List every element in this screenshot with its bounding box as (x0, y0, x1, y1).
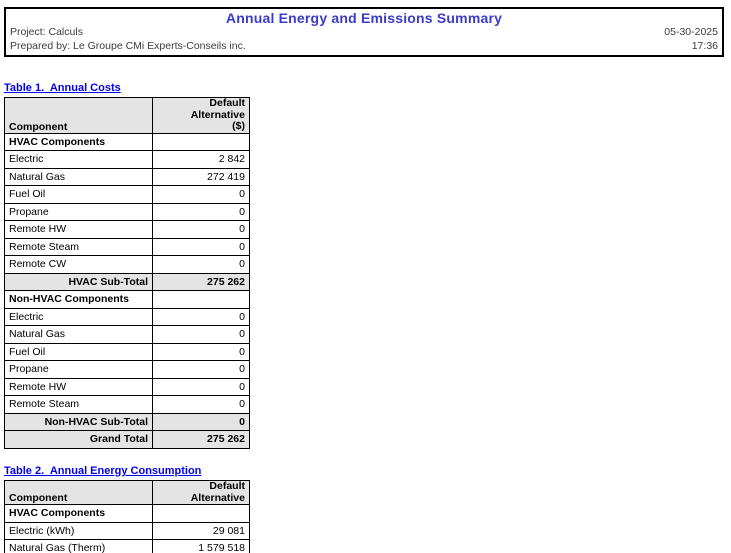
component-cell: Propane (4, 360, 153, 379)
value-cell: 0 (152, 307, 250, 326)
component-cell: Natural Gas (4, 325, 153, 344)
component-cell: Remote Steam (4, 237, 153, 256)
component-cell: Remote HW (4, 220, 153, 239)
component-cell: Fuel Oil (4, 185, 153, 204)
table-row: Electric 2 842 (4, 150, 250, 169)
table-row: Remote CW 0 (4, 255, 250, 274)
table-row: Fuel Oil 0 (4, 342, 250, 361)
table-row: Propane 0 (4, 360, 250, 379)
value-cell: 0 (152, 255, 250, 274)
table-row: Electric (kWh) 29 081 (4, 521, 250, 540)
report-header-box: Annual Energy and Emissions Summary Proj… (4, 7, 724, 57)
value-cell: 275 262 (152, 272, 250, 291)
component-cell: Natural Gas (4, 167, 153, 186)
component-cell: Electric (kWh) (4, 521, 153, 540)
component-cell: Electric (4, 150, 153, 169)
table-row: Remote HW 0 (4, 220, 250, 239)
component-cell: Remote HW (4, 377, 153, 396)
component-cell: HVAC Components (4, 132, 153, 151)
value-header-line: Alternative (190, 108, 245, 121)
component-cell: Non-HVAC Sub-Total (4, 412, 153, 431)
table2-annual-energy-consumption: Component Default Alternative HVAC Compo… (4, 480, 250, 553)
table-row: Remote Steam 0 (4, 237, 250, 256)
value-cell: 272 419 (152, 167, 250, 186)
value-cell: 29 081 (152, 521, 250, 540)
value-header-line: Default (209, 480, 245, 492)
table2-value-header: Default Alternative (152, 480, 250, 505)
table-row: Remote HW 0 (4, 377, 250, 396)
value-cell: 0 (152, 412, 250, 431)
value-cell (152, 290, 250, 309)
project-label: Project: Calculs (10, 26, 83, 38)
table1-header-row: Component Default Alternative ($) (4, 97, 250, 134)
value-cell: 0 (152, 395, 250, 414)
component-cell: Fuel Oil (4, 342, 153, 361)
component-cell: Non-HVAC Components (4, 290, 153, 309)
header-row-prepared: Prepared by: Le Groupe CMi Experts-Conse… (6, 40, 722, 54)
value-cell (152, 504, 250, 523)
component-cell: Propane (4, 202, 153, 221)
report-time: 17:36 (691, 39, 718, 52)
table-row: HVAC Components (4, 504, 250, 523)
value-cell: 2 842 (152, 150, 250, 169)
table-row: Non-HVAC Components (4, 290, 250, 309)
table-row: Fuel Oil 0 (4, 185, 250, 204)
value-cell: 1 579 518 (152, 539, 250, 553)
component-cell: Remote Steam (4, 395, 153, 414)
component-cell: HVAC Sub-Total (4, 272, 153, 291)
table1-annual-costs: Component Default Alternative ($) HVAC C… (4, 97, 250, 449)
table1-block: Table 1. Annual Costs Component Default … (4, 78, 250, 449)
prepared-by-label: Prepared by: Le Groupe CMi Experts-Conse… (10, 39, 246, 52)
value-cell (152, 132, 250, 151)
table2-title-link[interactable]: Table 2. Annual Energy Consumption (4, 465, 202, 477)
value-cell: 0 (152, 237, 250, 256)
value-cell: 0 (152, 325, 250, 344)
value-header-line: ($) (232, 120, 245, 132)
value-cell: 0 (152, 360, 250, 379)
value-cell: 0 (152, 220, 250, 239)
component-cell: Natural Gas (Therm) (4, 539, 153, 553)
table-row: Non-HVAC Sub-Total 0 (4, 412, 250, 431)
value-cell: 0 (152, 377, 250, 396)
value-cell: 0 (152, 342, 250, 361)
report-date: 05-30-2025 (664, 26, 718, 38)
value-header-line: Alternative (190, 491, 245, 504)
component-cell: Grand Total (4, 430, 153, 449)
table1-component-header: Component (4, 97, 153, 134)
table-row: Electric 0 (4, 307, 250, 326)
value-header-line: Default (209, 97, 245, 109)
header-row-project: Project: Calculs 05-30-2025 (6, 26, 722, 40)
value-cell: 0 (152, 202, 250, 221)
table1-value-header: Default Alternative ($) (152, 97, 250, 134)
table-row: Natural Gas 272 419 (4, 167, 250, 186)
value-cell: 0 (152, 185, 250, 204)
table-row: HVAC Components (4, 132, 250, 151)
table-row: Natural Gas 0 (4, 325, 250, 344)
table-row: HVAC Sub-Total 275 262 (4, 272, 250, 291)
table-row: Grand Total 275 262 (4, 430, 250, 449)
table2-component-header: Component (4, 480, 153, 505)
component-cell: HVAC Components (4, 504, 153, 523)
component-cell: Remote CW (4, 255, 153, 274)
table2-block: Table 2. Annual Energy Consumption Compo… (4, 461, 250, 553)
report-title: Annual Energy and Emissions Summary (225, 10, 503, 26)
table1-title-link[interactable]: Table 1. Annual Costs (4, 82, 121, 94)
table-row: Propane 0 (4, 202, 250, 221)
table-row: Remote Steam 0 (4, 395, 250, 414)
table-row: Natural Gas (Therm) 1 579 518 (4, 539, 250, 553)
value-cell: 275 262 (152, 430, 250, 449)
table2-header-row: Component Default Alternative (4, 480, 250, 505)
component-cell: Electric (4, 307, 153, 326)
